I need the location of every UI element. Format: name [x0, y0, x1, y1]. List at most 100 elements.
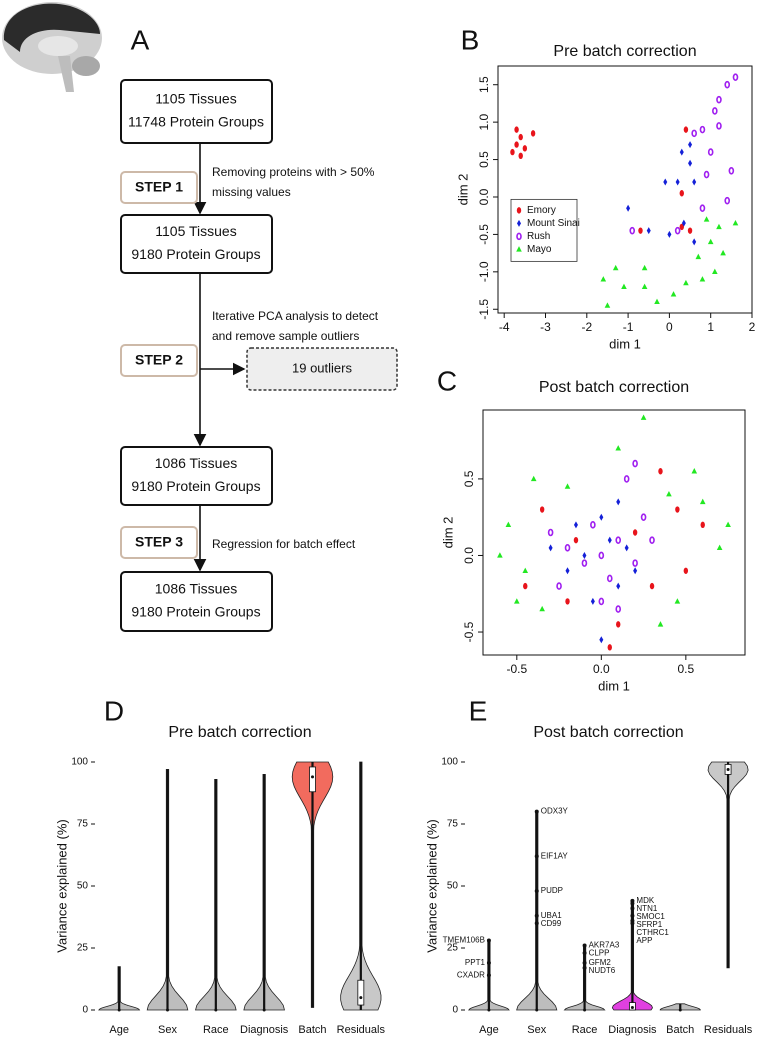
step-box: [120, 526, 198, 559]
point: [612, 264, 619, 271]
panel-label: A: [131, 24, 150, 55]
point: [692, 238, 697, 246]
chart-title: Post batch correction: [539, 379, 689, 396]
point: [530, 130, 536, 137]
point: [616, 582, 621, 590]
legend-marker: [517, 219, 521, 227]
x-tick-label: -2: [581, 320, 592, 334]
plot-frame: [497, 65, 753, 314]
point: [632, 559, 638, 567]
point: [703, 170, 710, 179]
point: [674, 226, 681, 235]
point: [712, 268, 718, 275]
annotation-label: GFM2: [589, 958, 612, 967]
point: [700, 521, 705, 529]
annotation-label: AKR7A3: [589, 941, 620, 950]
point: [703, 216, 710, 222]
point: [626, 204, 631, 212]
point: [581, 559, 588, 567]
flow-box: [120, 79, 273, 144]
point: [732, 219, 739, 226]
legend-label: Mount Sinai: [527, 218, 580, 229]
point: [679, 190, 684, 197]
chart-title: Pre batch correction: [168, 724, 311, 741]
annotation-label: CD99: [541, 919, 562, 928]
annotation-label: PUDP: [541, 886, 563, 895]
x-axis-label: dim 1: [598, 678, 630, 693]
x-tick-label: Sex: [158, 1024, 177, 1036]
x-axis-label: dim 1: [609, 336, 641, 351]
annotation-point: [534, 809, 539, 814]
y-axis-label: dim 2: [440, 517, 455, 549]
point: [564, 483, 571, 489]
y-tick-label: 50: [447, 881, 459, 892]
point: [724, 80, 731, 89]
median: [214, 1008, 218, 1012]
point: [681, 219, 686, 227]
annotation-label: MDK: [636, 896, 654, 905]
point: [699, 125, 706, 134]
point: [565, 567, 570, 575]
point: [599, 636, 604, 644]
annotation-label: ODX3Y: [541, 807, 569, 816]
median: [726, 767, 730, 771]
annotation-point: [582, 943, 587, 948]
point: [615, 536, 622, 544]
point: [688, 159, 693, 167]
point: [497, 552, 503, 558]
x-tick-label: Race: [572, 1024, 598, 1036]
point: [599, 513, 604, 521]
point: [641, 264, 648, 271]
annotation-point: [534, 913, 539, 918]
x-tick-label: 1: [707, 320, 714, 334]
flow-box-text: 9180 Protein Groups: [131, 604, 260, 620]
point: [598, 551, 605, 560]
x-tick-label: Residuals: [337, 1024, 386, 1036]
y-tick-label: 75: [77, 819, 89, 830]
step-box: [120, 171, 198, 204]
panel-label: B: [461, 24, 480, 55]
point: [683, 279, 689, 286]
x-tick-label: Age: [479, 1024, 499, 1036]
y-tick-label: 0.0: [462, 547, 476, 564]
annotation-label: NUDT6: [589, 966, 616, 975]
y-axis-label: Variance explained (%): [54, 819, 69, 952]
annotation-label: APP: [636, 936, 652, 945]
panel-label: D: [104, 695, 124, 726]
point: [670, 291, 677, 297]
step-label: STEP 2: [135, 352, 183, 368]
point: [667, 230, 672, 238]
point: [674, 598, 681, 604]
x-tick-label: Sex: [527, 1024, 546, 1036]
point: [675, 178, 680, 186]
point: [518, 152, 523, 160]
point: [522, 145, 528, 152]
point: [590, 597, 595, 605]
point: [663, 178, 668, 186]
step-note: Iterative PCA analysis to detect: [212, 309, 379, 323]
point: [530, 475, 537, 482]
chart-title: Post batch correction: [533, 724, 683, 741]
point: [616, 498, 621, 506]
point: [624, 544, 629, 552]
point: [707, 238, 714, 245]
point: [632, 529, 638, 536]
point: [707, 148, 714, 156]
point: [573, 521, 578, 529]
point: [658, 468, 663, 475]
x-tick-label: Batch: [666, 1024, 694, 1036]
point: [510, 148, 515, 156]
point: [640, 513, 647, 521]
annotation-point: [486, 973, 491, 978]
point: [607, 644, 612, 651]
plot-frame: [482, 409, 746, 656]
iqr-box: [309, 766, 316, 793]
annotation-point: [486, 938, 491, 943]
flow-box: [120, 214, 273, 274]
point: [688, 141, 693, 149]
median: [117, 1008, 121, 1012]
point: [573, 536, 579, 544]
x-tick-label: Diagnosis: [608, 1024, 657, 1036]
point: [725, 521, 731, 528]
point: [548, 544, 553, 552]
